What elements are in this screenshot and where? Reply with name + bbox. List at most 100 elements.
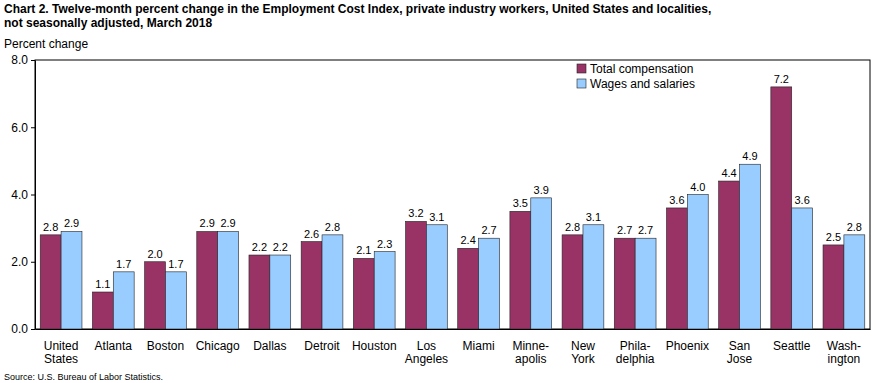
data-label: 4.0 bbox=[690, 181, 705, 193]
y-axis-title: Percent change bbox=[4, 37, 88, 51]
x-tick-label-line: Los bbox=[417, 339, 436, 353]
legend-swatch bbox=[577, 64, 586, 73]
data-label: 2.2 bbox=[252, 241, 267, 253]
x-tick: LosAngeles bbox=[405, 329, 448, 366]
data-label: 3.1 bbox=[586, 211, 601, 223]
x-tick-label-line: apolis bbox=[515, 352, 546, 366]
x-tick-label: Detroit bbox=[304, 339, 340, 353]
data-label: 1.7 bbox=[116, 258, 131, 270]
bars bbox=[40, 87, 865, 329]
y-tick-label: 8.0 bbox=[11, 53, 28, 67]
data-label: 2.6 bbox=[304, 228, 319, 240]
x-tick-label: Boston bbox=[147, 339, 184, 353]
x-tick-label-line: York bbox=[571, 352, 596, 366]
y-axis-line bbox=[35, 61, 36, 330]
bar bbox=[249, 255, 270, 329]
x-tick-label-line: delphia bbox=[616, 352, 655, 366]
bar bbox=[165, 272, 186, 329]
x-axis: UnitedStatesAtlantaBostonChicagoDallasDe… bbox=[36, 329, 871, 366]
plot-frame bbox=[35, 60, 870, 329]
x-tick-label: Seattle bbox=[773, 339, 811, 353]
bar bbox=[374, 252, 395, 329]
bar bbox=[197, 231, 218, 329]
x-tick-label: UnitedStates bbox=[44, 339, 79, 367]
data-label: 2.5 bbox=[826, 231, 841, 243]
chart-title: Chart 2. Twelve-month percent change in … bbox=[4, 2, 711, 30]
legend-label: Wages and salaries bbox=[590, 77, 695, 91]
x-tick: Wash-ington bbox=[827, 329, 861, 366]
x-tick-label-line: United bbox=[44, 339, 79, 353]
y-tick: 2.0 bbox=[11, 255, 35, 269]
data-label: 1.7 bbox=[168, 258, 183, 270]
y-axis: 0.0 2.0 4.0 6.0 8.0 bbox=[11, 53, 35, 336]
y-tick-label: 6.0 bbox=[11, 121, 28, 135]
bar bbox=[92, 292, 113, 329]
x-tick: Minne-apolis bbox=[512, 329, 549, 366]
x-tick: Boston bbox=[147, 329, 184, 353]
bar bbox=[61, 231, 82, 329]
data-label: 2.7 bbox=[617, 224, 632, 236]
x-tick-label-line: Miami bbox=[463, 339, 495, 353]
y-tick: 8.0 bbox=[11, 53, 35, 67]
bar bbox=[583, 225, 604, 329]
x-tick-label-line: Phoenix bbox=[666, 339, 709, 353]
bar bbox=[301, 242, 322, 329]
bar bbox=[719, 181, 740, 329]
chart-title-line: Chart 2. Twelve-month percent change in … bbox=[4, 2, 711, 16]
y-tick-label: 0.0 bbox=[11, 322, 28, 336]
y-tick: 4.0 bbox=[11, 188, 35, 202]
x-tick-label: LosAngeles bbox=[405, 339, 448, 367]
bar bbox=[771, 87, 792, 329]
bar bbox=[635, 238, 656, 329]
bar bbox=[614, 238, 635, 329]
data-label: 1.1 bbox=[95, 278, 110, 290]
x-tick: Atlanta bbox=[95, 329, 133, 353]
chart-title-line: not seasonally adjusted, March 2018 bbox=[4, 16, 212, 30]
chart-container: Chart 2. Twelve-month percent change in … bbox=[0, 0, 876, 383]
data-label: 3.5 bbox=[513, 197, 528, 209]
x-tick-label-line: States bbox=[44, 352, 78, 366]
data-label: 3.1 bbox=[429, 211, 444, 223]
y-tick-mark bbox=[31, 262, 35, 263]
x-tick-label: SanJose bbox=[727, 339, 753, 367]
data-label: 2.8 bbox=[565, 221, 580, 233]
x-tick: Phoenix bbox=[666, 329, 709, 353]
bar bbox=[218, 231, 239, 329]
data-label: 4.4 bbox=[721, 167, 736, 179]
data-label: 2.4 bbox=[461, 234, 476, 246]
data-label: 2.8 bbox=[847, 221, 862, 233]
x-tick: Detroit bbox=[304, 329, 340, 353]
x-tick-label-line: Phila- bbox=[620, 339, 651, 353]
x-tick-label-line: Detroit bbox=[304, 339, 340, 353]
bar bbox=[562, 235, 583, 329]
x-tick-label: Phila-delphia bbox=[616, 339, 655, 367]
y-tick-mark bbox=[31, 60, 35, 61]
bar bbox=[322, 235, 343, 329]
data-label: 7.2 bbox=[774, 73, 789, 85]
x-tick-label-line: Jose bbox=[727, 352, 753, 366]
bar bbox=[479, 238, 500, 329]
bar bbox=[426, 225, 447, 329]
legend-entry: Total compensation bbox=[577, 62, 693, 76]
bar bbox=[406, 221, 427, 329]
bar bbox=[531, 198, 552, 329]
x-tick-label-line: Wash- bbox=[827, 339, 861, 353]
bar bbox=[145, 262, 166, 329]
x-tick-label: Atlanta bbox=[95, 339, 133, 353]
bar bbox=[113, 272, 134, 329]
legend-swatch bbox=[577, 79, 586, 88]
x-tick-label-line: Angeles bbox=[405, 352, 448, 366]
x-tick-label-line: Houston bbox=[352, 339, 397, 353]
bar bbox=[510, 211, 531, 329]
y-tick: 6.0 bbox=[11, 121, 35, 135]
x-tick: Miami bbox=[463, 329, 495, 353]
data-label: 3.6 bbox=[669, 194, 684, 206]
x-tick-label: Dallas bbox=[253, 339, 286, 353]
x-tick-label: Wash-ington bbox=[827, 339, 861, 367]
data-label: 2.7 bbox=[638, 224, 653, 236]
data-label: 4.9 bbox=[742, 150, 757, 162]
chart-svg: Chart 2. Twelve-month percent change in … bbox=[0, 0, 876, 383]
x-tick-label-line: Atlanta bbox=[95, 339, 133, 353]
x-tick-label-line: Minne- bbox=[512, 339, 549, 353]
bar bbox=[666, 208, 687, 329]
